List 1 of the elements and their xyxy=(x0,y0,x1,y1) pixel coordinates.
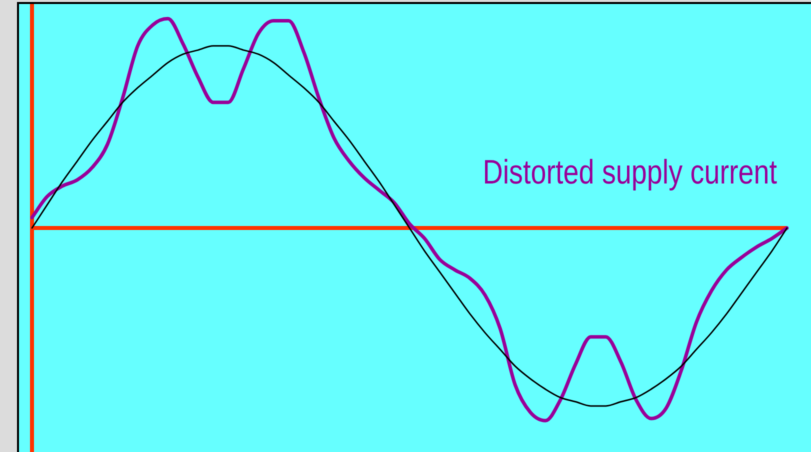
annotation: Distorted supply current xyxy=(482,152,778,192)
